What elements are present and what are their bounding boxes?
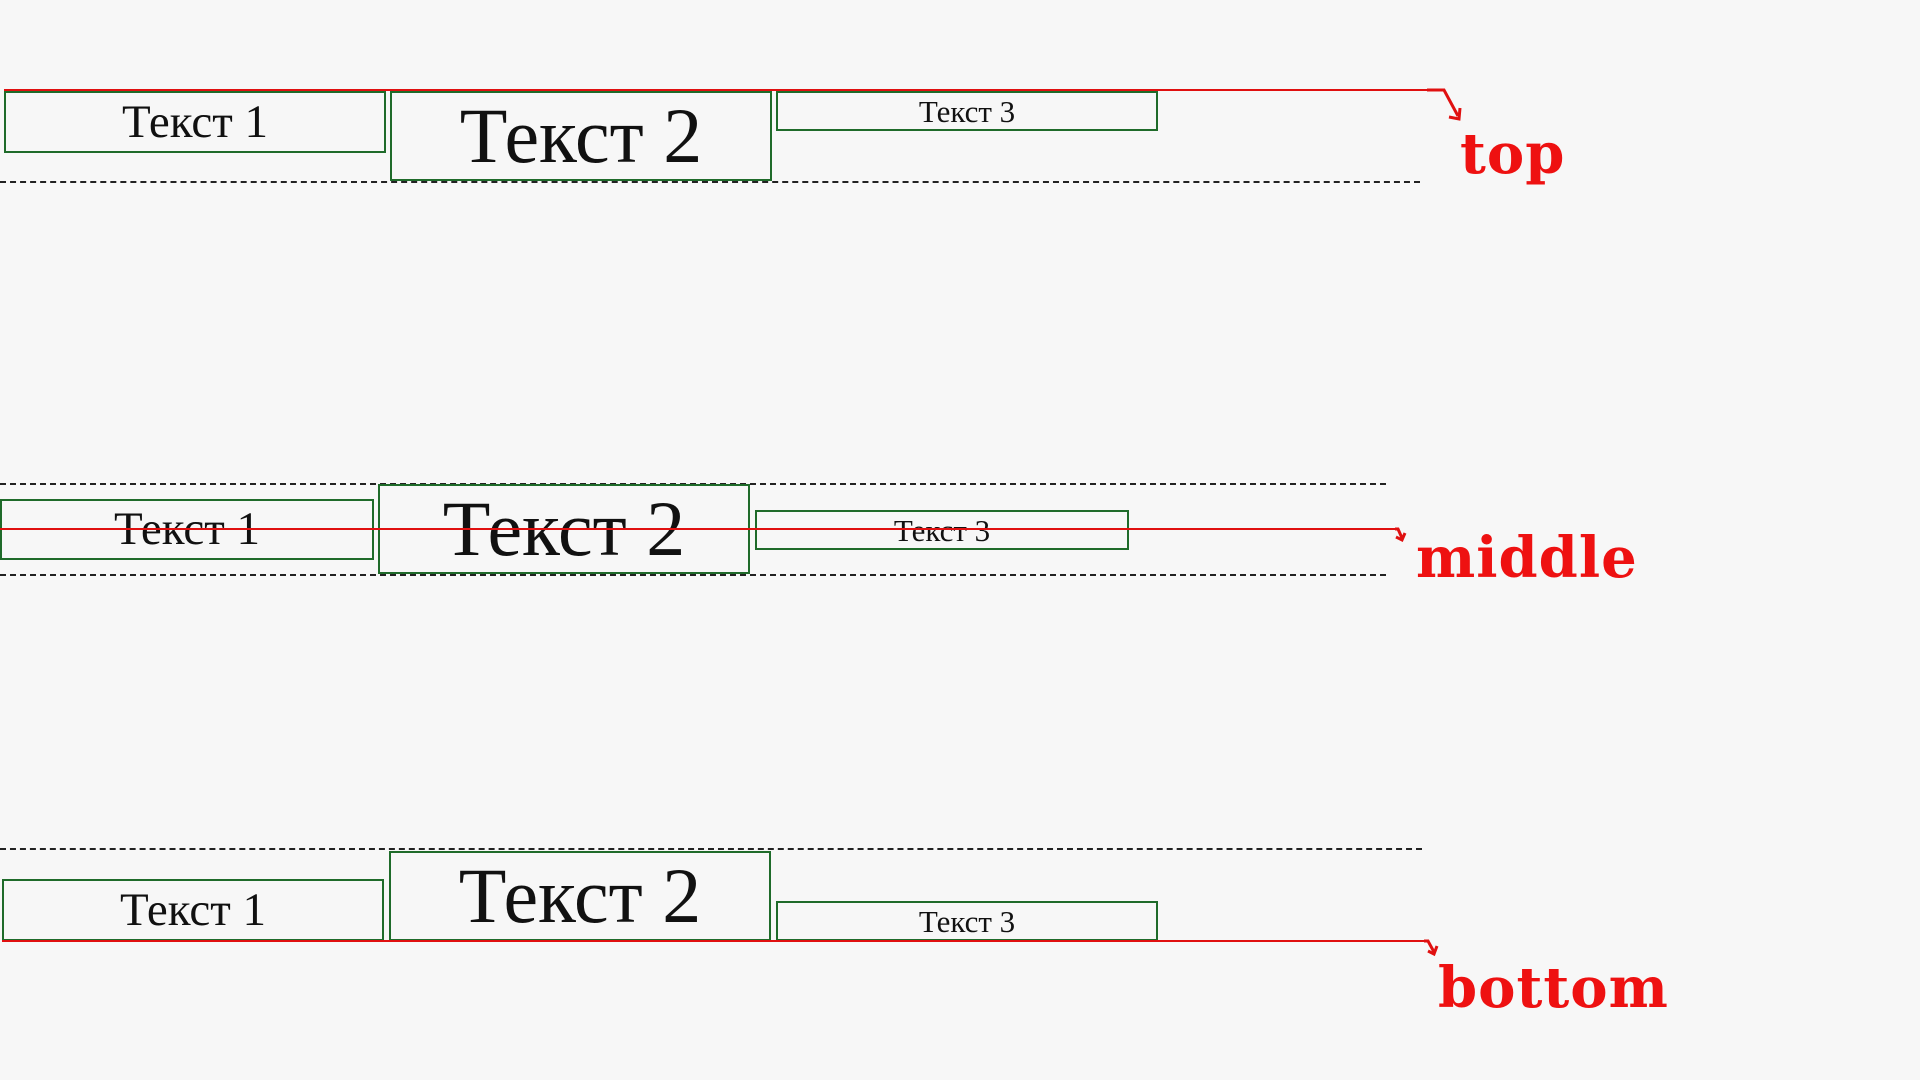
text-box-label: Текст 2 (458, 852, 702, 939)
arrow-bottom (1424, 939, 1436, 953)
align-line-top (4, 89, 1427, 91)
align-line-bottom (2, 940, 1424, 942)
align-line-middle (0, 528, 1395, 530)
dash-line-top (0, 848, 1422, 850)
text-box-label: Текст 3 (918, 903, 1016, 939)
text-box-label: Текст 1 (119, 883, 267, 936)
text-box-2: Текст 2 (390, 91, 772, 181)
text-box-label: Текст 3 (918, 93, 1016, 129)
label-middle: middle (1416, 525, 1638, 591)
dash-line-lower (0, 574, 1386, 576)
text-box-3: Текст 3 (776, 91, 1158, 131)
baseline-dash-top-bottom (0, 181, 1420, 183)
label-bottom: bottom (1438, 955, 1669, 1021)
arrowhead-bottom (1427, 945, 1439, 957)
text-box-label: Текст 2 (459, 92, 703, 179)
text-box-1: Текст 1 (4, 91, 386, 153)
arrowhead-top (1448, 107, 1462, 121)
arrow-middle (1395, 527, 1404, 539)
label-top: top (1460, 121, 1566, 187)
text-box-label: Текст 1 (121, 95, 269, 148)
arrow-top (1427, 88, 1460, 117)
arrowhead-middle (1395, 532, 1407, 543)
text-box-label: Текст 3 (893, 512, 991, 548)
text-box-3: Текст 3 (755, 510, 1129, 550)
